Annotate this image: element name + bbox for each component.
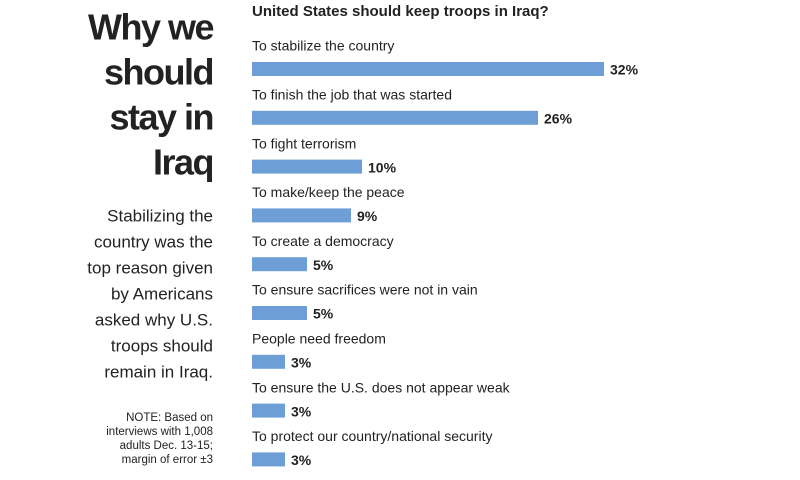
description-line: remain in Iraq.: [104, 362, 213, 381]
description-line: top reason given: [87, 258, 213, 277]
bar: [252, 354, 285, 369]
description-line: by Americans: [111, 284, 213, 303]
value-label: 26%: [544, 111, 573, 127]
bar: [252, 452, 285, 467]
note-line: adults Dec. 13-15;: [120, 440, 213, 452]
bar: [252, 159, 362, 174]
bar: [252, 62, 604, 76]
bar: [252, 403, 285, 418]
title-line: Iraq: [153, 142, 213, 183]
title-line: should: [104, 52, 213, 93]
value-label: 32%: [610, 62, 639, 78]
bar: [252, 208, 351, 223]
category-label: To create a democracy: [252, 233, 394, 249]
category-label: To finish the job that was started: [252, 87, 452, 103]
value-label: 9%: [357, 208, 378, 224]
category-label: People need freedom: [252, 331, 386, 347]
note-line: interviews with 1,008: [106, 426, 213, 438]
category-label: To protect our country/national security: [252, 428, 492, 444]
note-line: margin of error ±3: [122, 454, 213, 466]
value-label: 5%: [313, 306, 334, 322]
description-line: troops should: [111, 336, 213, 355]
title-line: Why we: [88, 7, 213, 48]
note-line: NOTE: Based on: [126, 412, 213, 424]
value-label: 3%: [291, 452, 312, 468]
value-label: 5%: [313, 257, 334, 273]
category-label: To ensure the U.S. does not appear weak: [252, 379, 511, 395]
title-line: stay in: [109, 97, 213, 138]
value-label: 10%: [368, 159, 397, 175]
value-label: 3%: [291, 355, 312, 371]
category-label: To make/keep the peace: [252, 184, 405, 200]
description-line: asked why U.S.: [95, 310, 213, 329]
bar: [252, 306, 307, 320]
bar: [252, 110, 538, 125]
category-label: To fight terrorism: [252, 135, 356, 151]
chart-title: United States should keep troops in Iraq…: [252, 3, 549, 20]
value-label: 3%: [291, 403, 312, 419]
description-line: country was the: [94, 232, 213, 251]
description-line: Stabilizing the: [107, 206, 213, 225]
category-label: To ensure sacrifices were not in vain: [252, 282, 478, 298]
bar: [252, 257, 307, 272]
category-label: To stabilize the country: [252, 38, 394, 54]
